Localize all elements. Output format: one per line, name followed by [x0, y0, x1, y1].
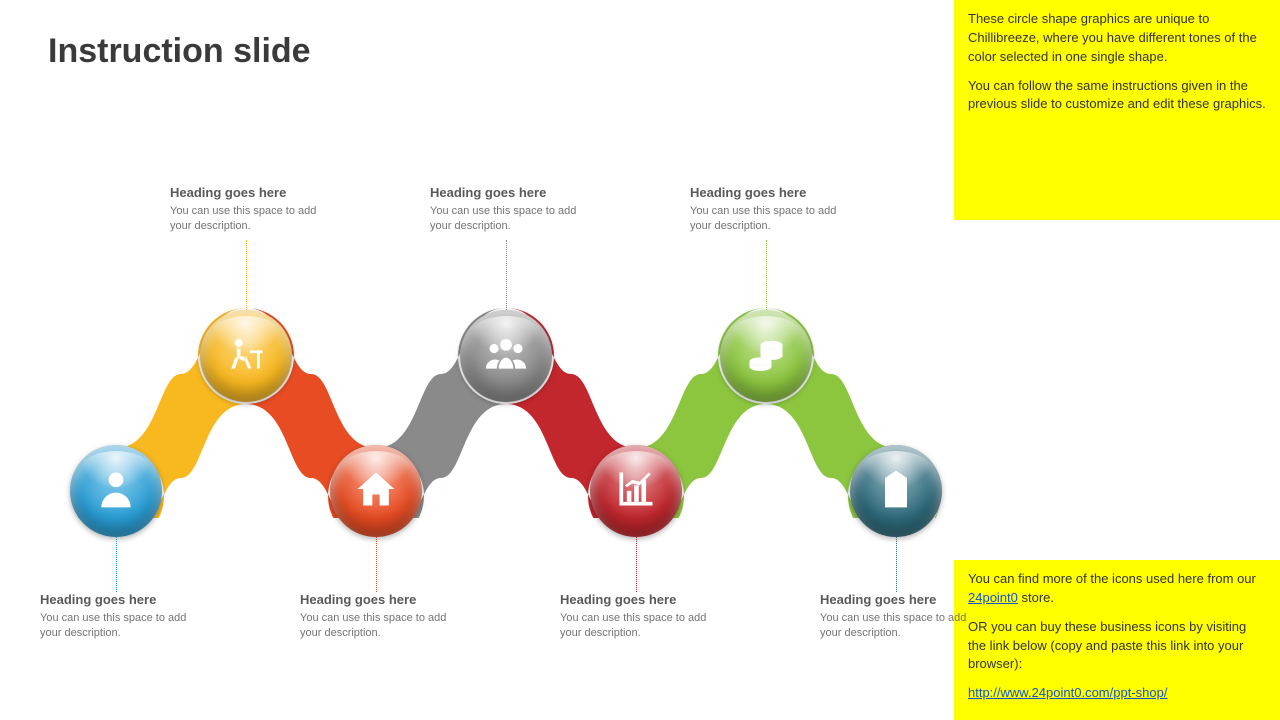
- slide-title: Instruction slide: [48, 32, 311, 71]
- note-top: These circle shape graphics are unique t…: [954, 0, 1280, 220]
- chart-icon: [614, 467, 658, 516]
- caption-desc: You can use this space to add your descr…: [300, 611, 470, 641]
- step-caption: Heading goes here You can use this space…: [820, 592, 990, 641]
- caption-heading: Heading goes here: [40, 592, 210, 607]
- note-bottom-p2: OR you can buy these business icons by v…: [968, 618, 1266, 675]
- leader-line: [246, 240, 247, 310]
- step-circle: [850, 445, 942, 537]
- building-icon: [874, 467, 918, 516]
- coins-icon: [744, 332, 788, 381]
- step-caption: Heading goes here You can use this space…: [690, 185, 860, 234]
- caption-desc: You can use this space to add your descr…: [560, 611, 730, 641]
- caption-heading: Heading goes here: [300, 592, 470, 607]
- note-bottom-p1: You can find more of the icons used here…: [968, 570, 1266, 608]
- leader-line: [766, 240, 767, 310]
- step-circle: [460, 310, 552, 402]
- desk-icon: [224, 332, 268, 381]
- link-shop[interactable]: http://www.24point0.com/ppt-shop/: [968, 685, 1167, 700]
- leader-line: [116, 537, 117, 592]
- step-circle: [720, 310, 812, 402]
- caption-desc: You can use this space to add your descr…: [690, 204, 860, 234]
- step-caption: Heading goes here You can use this space…: [40, 592, 210, 641]
- step-circle: [330, 445, 422, 537]
- person-icon: [94, 467, 138, 516]
- caption-heading: Heading goes here: [690, 185, 860, 200]
- caption-desc: You can use this space to add your descr…: [820, 611, 990, 641]
- leader-line: [506, 240, 507, 310]
- step-circle: [200, 310, 292, 402]
- caption-desc: You can use this space to add your descr…: [430, 204, 600, 234]
- caption-heading: Heading goes here: [170, 185, 340, 200]
- leader-line: [896, 537, 897, 592]
- infographic-chain: Heading goes here You can use this space…: [30, 280, 970, 540]
- caption-heading: Heading goes here: [820, 592, 990, 607]
- note-top-p2: You can follow the same instructions giv…: [968, 77, 1266, 115]
- step-circle: [590, 445, 682, 537]
- house-icon: [354, 467, 398, 516]
- caption-heading: Heading goes here: [430, 185, 600, 200]
- step-caption: Heading goes here You can use this space…: [300, 592, 470, 641]
- note-top-p1: These circle shape graphics are unique t…: [968, 10, 1266, 67]
- step-caption: Heading goes here You can use this space…: [560, 592, 730, 641]
- note-bottom: You can find more of the icons used here…: [954, 560, 1280, 720]
- caption-heading: Heading goes here: [560, 592, 730, 607]
- group-icon: [484, 332, 528, 381]
- leader-line: [636, 537, 637, 592]
- caption-desc: You can use this space to add your descr…: [170, 204, 340, 234]
- step-caption: Heading goes here You can use this space…: [170, 185, 340, 234]
- leader-line: [376, 537, 377, 592]
- caption-desc: You can use this space to add your descr…: [40, 611, 210, 641]
- step-circle: [70, 445, 162, 537]
- step-caption: Heading goes here You can use this space…: [430, 185, 600, 234]
